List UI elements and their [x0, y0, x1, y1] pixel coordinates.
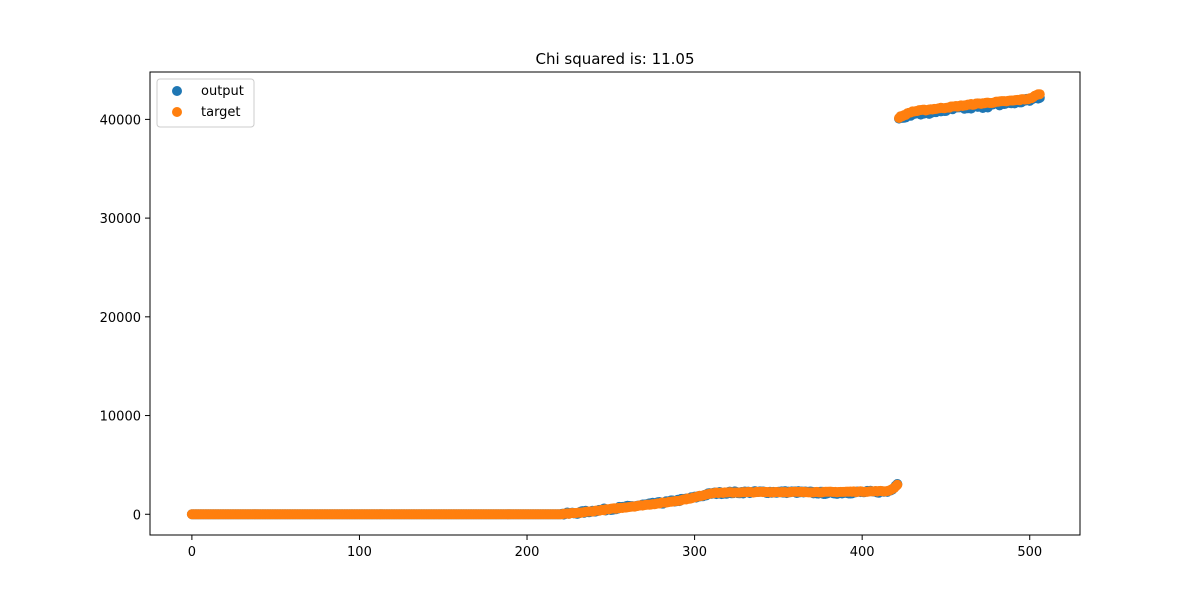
legend: output target: [156, 78, 255, 128]
plot-frame: [149, 71, 1081, 536]
x-tick-label: 200: [515, 545, 540, 560]
y-tick-label: 0: [133, 508, 141, 523]
legend-label-output: output: [201, 84, 244, 99]
y-tick-label: 10000: [100, 410, 141, 425]
x-tick-label: 300: [682, 545, 707, 560]
series-target: [186, 89, 1045, 520]
legend-marker-output: [172, 86, 182, 96]
x-tick-label: 400: [850, 545, 875, 560]
x-tick-label: 0: [188, 545, 196, 560]
legend-marker-target: [172, 107, 182, 117]
chart-title: Chi squared is: 11.05: [535, 50, 694, 68]
points-layer: [186, 89, 1045, 520]
data-point: [1034, 89, 1045, 100]
x-axis: 0 100 200 300 400 500: [188, 535, 1042, 560]
legend-label-target: target: [201, 105, 241, 120]
y-axis: 0 10000 20000 30000 40000: [100, 113, 150, 523]
x-tick-label: 500: [1017, 545, 1042, 560]
x-tick-label: 100: [347, 545, 372, 560]
data-point: [892, 479, 903, 490]
y-tick-label: 30000: [100, 212, 141, 227]
y-tick-label: 20000: [100, 311, 141, 326]
y-tick-label: 40000: [100, 113, 141, 128]
